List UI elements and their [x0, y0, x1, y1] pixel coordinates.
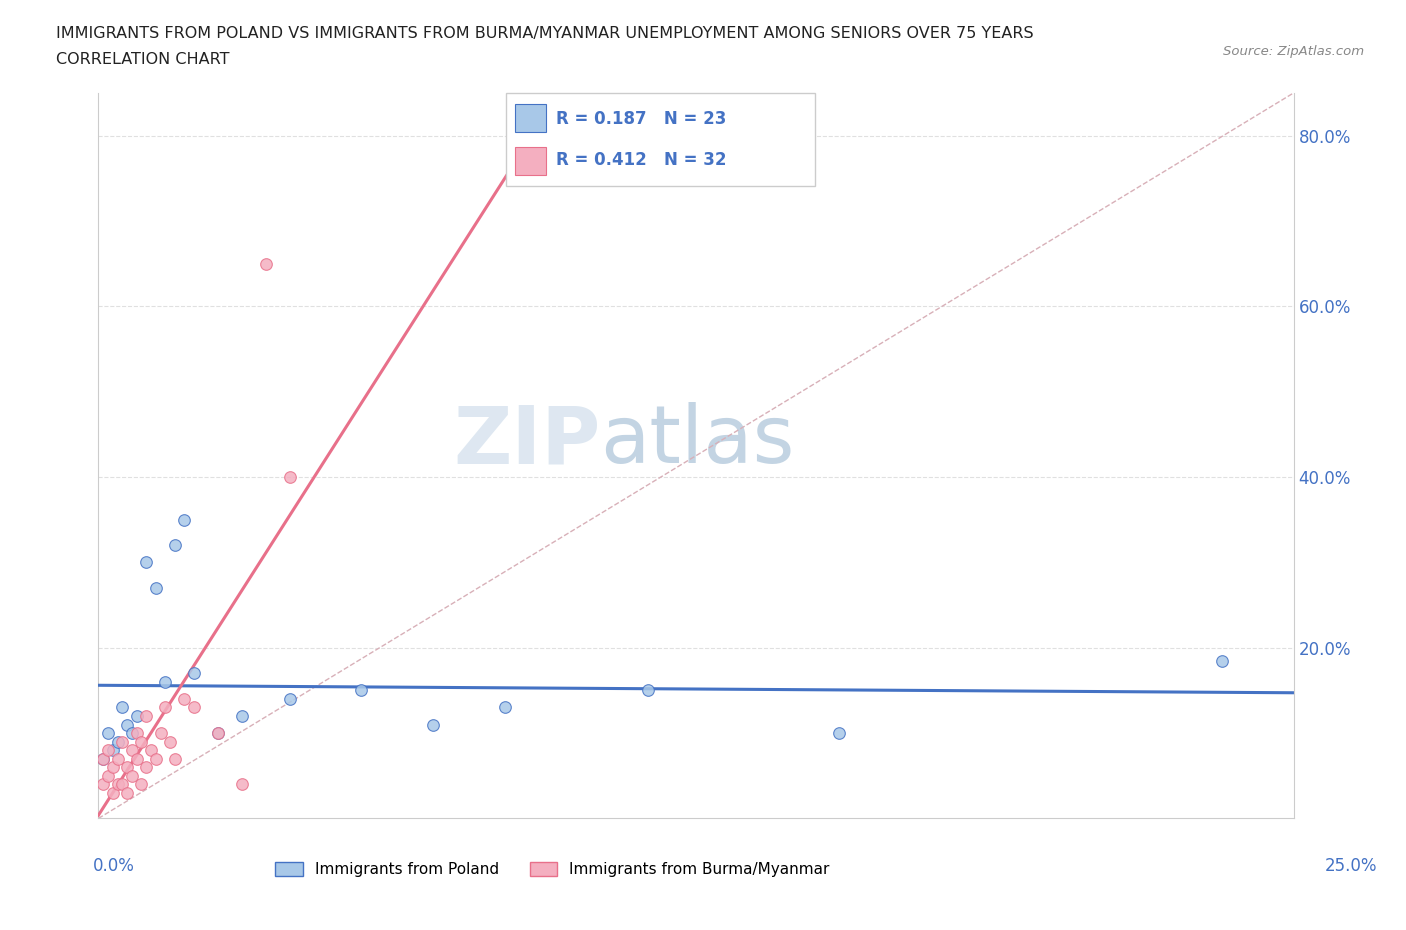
- Point: [97, 725, 120, 740]
- Text: 0.0%: 0.0%: [93, 857, 135, 874]
- Point: [145, 580, 167, 595]
- FancyBboxPatch shape: [506, 93, 815, 186]
- Point: [139, 743, 162, 758]
- Point: [111, 734, 134, 749]
- Point: [149, 725, 172, 740]
- Point: [278, 692, 301, 707]
- Point: [494, 700, 516, 715]
- Point: [91, 777, 114, 791]
- Point: [97, 743, 120, 758]
- Point: [101, 785, 124, 800]
- Point: [422, 717, 444, 732]
- Text: R = 0.187   N = 23: R = 0.187 N = 23: [555, 110, 725, 128]
- Point: [135, 760, 157, 775]
- Point: [115, 785, 138, 800]
- Point: [107, 777, 129, 791]
- Point: [159, 734, 181, 749]
- Text: atlas: atlas: [600, 402, 794, 480]
- Point: [125, 709, 148, 724]
- Point: [91, 751, 114, 766]
- Bar: [516, 104, 547, 132]
- Text: Source: ZipAtlas.com: Source: ZipAtlas.com: [1223, 45, 1364, 58]
- Point: [350, 683, 373, 698]
- Point: [278, 470, 301, 485]
- Legend: Immigrants from Poland, Immigrants from Burma/Myanmar: Immigrants from Poland, Immigrants from …: [269, 856, 837, 884]
- Point: [121, 725, 143, 740]
- Point: [207, 725, 229, 740]
- Point: [107, 734, 129, 749]
- Bar: [516, 147, 547, 175]
- Point: [828, 725, 851, 740]
- Point: [183, 700, 205, 715]
- Point: [145, 751, 167, 766]
- Point: [97, 768, 120, 783]
- Point: [163, 751, 186, 766]
- Point: [135, 555, 157, 570]
- Point: [111, 777, 134, 791]
- Text: R = 0.412   N = 32: R = 0.412 N = 32: [555, 151, 725, 169]
- Point: [131, 777, 153, 791]
- Point: [1211, 653, 1233, 668]
- Point: [115, 760, 138, 775]
- Point: [131, 734, 153, 749]
- Point: [231, 709, 253, 724]
- Text: ZIP: ZIP: [453, 402, 600, 480]
- Point: [207, 725, 229, 740]
- Text: 25.0%: 25.0%: [1324, 857, 1378, 874]
- Point: [155, 674, 177, 689]
- Point: [125, 725, 148, 740]
- Point: [135, 709, 157, 724]
- Text: IMMIGRANTS FROM POLAND VS IMMIGRANTS FROM BURMA/MYANMAR UNEMPLOYMENT AMONG SENIO: IMMIGRANTS FROM POLAND VS IMMIGRANTS FRO…: [56, 26, 1033, 41]
- Point: [155, 700, 177, 715]
- Point: [231, 777, 253, 791]
- Point: [115, 717, 138, 732]
- Point: [121, 768, 143, 783]
- Point: [111, 700, 134, 715]
- Point: [121, 743, 143, 758]
- Point: [107, 751, 129, 766]
- Point: [173, 512, 195, 527]
- Point: [183, 666, 205, 681]
- Point: [173, 692, 195, 707]
- Point: [101, 743, 124, 758]
- Point: [91, 751, 114, 766]
- Point: [101, 760, 124, 775]
- Point: [637, 683, 659, 698]
- Point: [254, 257, 277, 272]
- Point: [163, 538, 186, 552]
- Text: CORRELATION CHART: CORRELATION CHART: [56, 52, 229, 67]
- Point: [125, 751, 148, 766]
